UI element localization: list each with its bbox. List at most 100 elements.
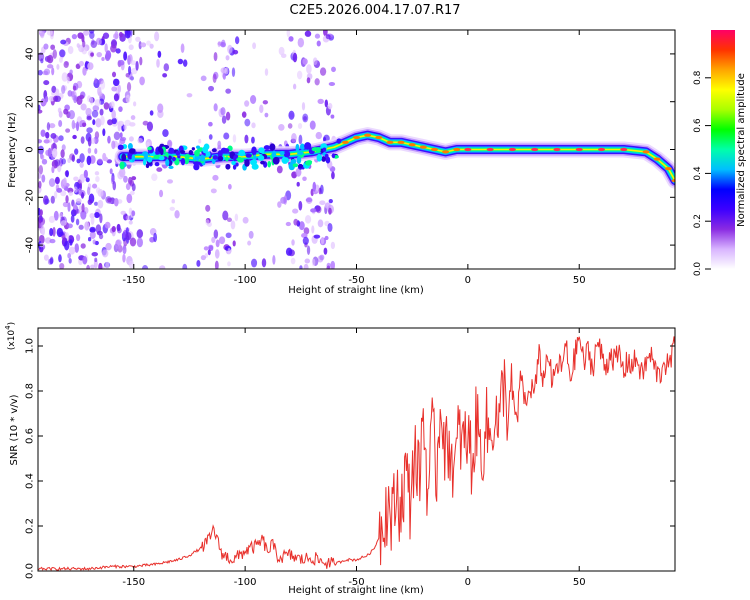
heatmap-speckle: [72, 85, 77, 91]
heatmap-speckle: [227, 44, 233, 54]
snr-y-multiplier-exp: 4: [4, 325, 12, 330]
heatmap-ridge-speckle: [194, 149, 200, 157]
heatmap-speckle: [122, 245, 127, 255]
heatmap-speckle: [295, 167, 302, 177]
heatmap-speckle: [251, 258, 258, 268]
snr-y-multiplier-base: (x10: [7, 330, 17, 351]
heatmap-speckle: [286, 30, 291, 38]
heatmap-speckle: [146, 40, 151, 46]
heatmap-speckle: [72, 134, 77, 140]
heatmap-ridge-speckle: [193, 163, 200, 171]
heatmap-ridge-speckle: [212, 155, 219, 160]
heatmap-ridge-speckle: [167, 155, 172, 161]
heatmap-speckle: [117, 84, 122, 94]
heatmap-x-ticks: -150 -100 -50 0 50: [122, 30, 586, 286]
heatmap-ridge-speckle: [269, 143, 276, 151]
heatmap-speckle: [310, 208, 317, 213]
heatmap-speckle: [38, 30, 42, 34]
heatmap-ridge-speckle: [199, 154, 206, 162]
heatmap-speckle: [75, 218, 80, 226]
heatmap-speckle: [297, 37, 305, 48]
heatmap-speckle: [128, 260, 135, 269]
heatmap-speckle: [162, 73, 168, 78]
heatmap-speckle: [324, 235, 329, 241]
heatmap-speckle: [180, 43, 185, 54]
heatmap-speckle: [157, 103, 164, 114]
heatmap-speckle: [63, 108, 69, 115]
heatmap-speckle: [230, 220, 236, 230]
heatmap-speckle: [312, 57, 318, 66]
heatmap-speckle: [249, 95, 257, 104]
heatmap-ridge-peak: [341, 140, 349, 144]
heatmap-ridge-peak: [464, 147, 472, 152]
heatmap-speckle: [259, 104, 264, 114]
heatmap-ridge-speckle: [127, 143, 133, 150]
heatmap-speckle: [302, 58, 308, 65]
heatmap-speckle: [60, 149, 65, 159]
heatmap-speckle: [90, 96, 94, 105]
heatmap-speckle: [220, 107, 226, 116]
heatmap-speckle: [46, 122, 51, 131]
heatmap-speckle: [319, 67, 327, 76]
heatmap-speckle: [62, 177, 67, 186]
heatmap-speckle: [38, 165, 44, 175]
heatmap-speckle: [61, 72, 68, 82]
y-tick-label: 0: [25, 146, 36, 152]
heatmap-speckle: [328, 207, 332, 215]
y-tick-label: 1.0: [25, 338, 36, 354]
heatmap-speckle: [244, 118, 251, 127]
heatmap-speckle: [137, 137, 143, 144]
heatmap-y-ticks: -40 -20 0 20 40: [25, 48, 675, 253]
heatmap-speckle: [123, 124, 127, 131]
heatmap-speckle: [43, 68, 51, 76]
heatmap-speckle: [60, 39, 67, 45]
heatmap-speckle: [291, 132, 297, 143]
heatmap-speckle: [298, 134, 303, 145]
heatmap-speckle: [76, 234, 81, 242]
heatmap-speckle: [87, 199, 93, 205]
heatmap-speckle: [73, 203, 77, 210]
heatmap-speckle: [213, 51, 218, 62]
heatmap-speckle: [58, 111, 63, 118]
heatmap-speckle: [323, 247, 328, 255]
heatmap-speckle: [94, 211, 100, 219]
snr-x-ticks: -150 -100 -50 0 50: [122, 328, 586, 588]
heatmap-speckle: [166, 179, 174, 184]
heatmap-speckle: [287, 123, 293, 129]
heatmap-speckle: [247, 240, 252, 246]
heatmap-speckle: [120, 210, 127, 215]
heatmap-speckle: [328, 81, 336, 87]
heatmap-speckle: [303, 263, 309, 269]
heatmap-speckle: [292, 208, 299, 214]
heatmap-ridge-speckle: [217, 150, 223, 158]
heatmap-speckle: [94, 99, 101, 107]
heatmap-speckle: [125, 215, 131, 221]
heatmap-speckle: [94, 77, 98, 84]
heatmap-speckle: [99, 213, 103, 224]
heatmap-speckle: [50, 195, 55, 204]
heatmap-speckle: [142, 120, 149, 126]
heatmap-speckle: [41, 226, 45, 236]
heatmap-speckle: [262, 100, 269, 105]
heatmap-speckle: [325, 34, 331, 40]
heatmap-speckle: [293, 218, 299, 226]
heatmap-speckle: [82, 30, 90, 36]
heatmap-speckle: [126, 193, 133, 204]
heatmap-speckle: [104, 221, 111, 229]
heatmap-speckle: [54, 95, 61, 103]
heatmap-speckle: [135, 36, 141, 42]
heatmap-speckle: [303, 227, 310, 235]
heatmap-speckle: [89, 230, 96, 239]
heatmap-speckle: [205, 204, 211, 212]
heatmap-ridge-speckle: [184, 153, 190, 159]
heatmap-speckle: [215, 239, 220, 248]
heatmap-speckle: [80, 210, 87, 220]
heatmap-speckle: [59, 56, 63, 63]
heatmap-speckle: [94, 148, 98, 155]
heatmap-speckle: [73, 176, 79, 182]
heatmap-ridge-peak: [453, 147, 461, 152]
heatmap-speckle: [244, 100, 250, 107]
snr-y-ticks: 0.0 0.2 0.4 0.6 0.8 1.0: [25, 338, 675, 579]
heatmap-speckle: [128, 65, 132, 75]
heatmap-speckle: [296, 70, 303, 80]
